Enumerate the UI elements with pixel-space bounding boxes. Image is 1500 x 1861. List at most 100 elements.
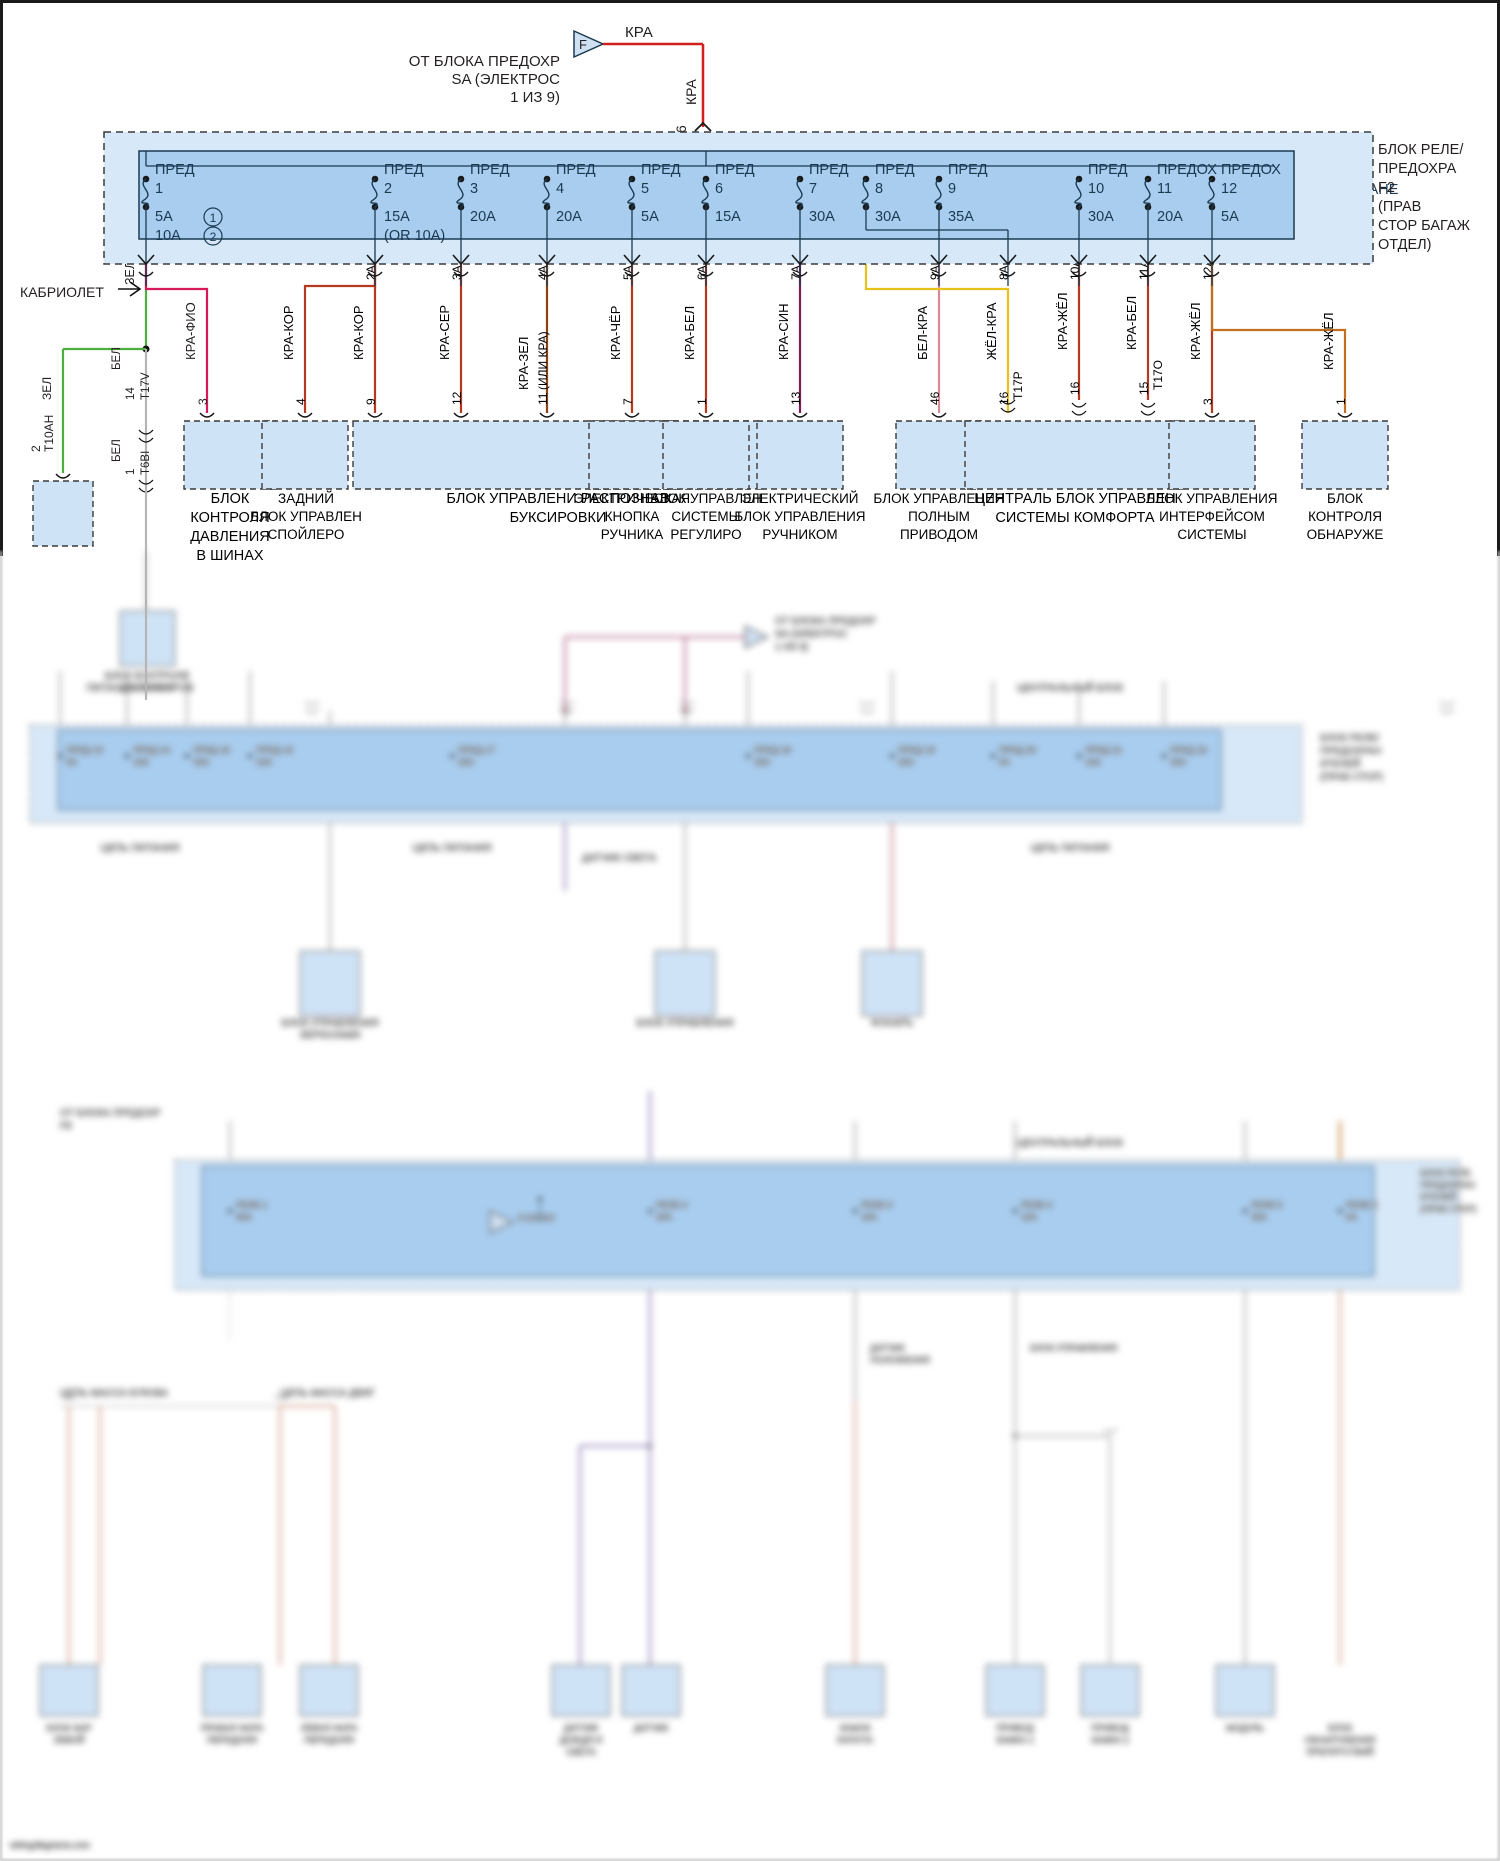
svg-text:КРА: КРА <box>683 78 699 105</box>
svg-text:КРА-БЕЛ: КРА-БЕЛ <box>1124 296 1139 350</box>
svg-text:ПРЕД: ПРЕД <box>715 162 755 178</box>
svg-text:2: 2 <box>210 230 217 244</box>
svg-text:20A: 20A <box>556 209 582 225</box>
svg-text:12: 12 <box>450 391 464 405</box>
svg-text:ЗАДНИЙ: ЗАДНИЙ <box>278 491 334 506</box>
svg-text:5A: 5A <box>1221 209 1239 225</box>
svg-text:15A: 15A <box>384 209 410 225</box>
svg-text:ПОЛНЫМ: ПОЛНЫМ <box>908 509 970 524</box>
svg-text:10A: 10A <box>155 228 181 244</box>
svg-text:ПРИВОДОМ: ПРИВОДОМ <box>900 527 978 542</box>
svg-text:ПРЕД: ПРЕД <box>155 162 195 178</box>
svg-text:15A: 15A <box>715 209 741 225</box>
svg-text:SA (ЭЛЕКТРОС: SA (ЭЛЕКТРОС <box>451 71 560 88</box>
svg-text:КРА-СИН: КРА-СИН <box>776 304 791 361</box>
svg-text:КРА-ЖЁЛ: КРА-ЖЁЛ <box>1055 292 1070 350</box>
svg-text:30A: 30A <box>875 209 901 225</box>
svg-text:БЕЛ-КРА: БЕЛ-КРА <box>915 306 930 360</box>
svg-text:T17O: T17O <box>1151 360 1165 390</box>
svg-text:(ИЛИ КРА): (ИЛИ КРА) <box>536 331 550 390</box>
svg-text:РЕГУЛИРО: РЕГУЛИРО <box>670 527 741 542</box>
svg-text:ПРЕДОХ: ПРЕДОХ <box>1221 162 1281 178</box>
svg-text:4: 4 <box>556 181 564 197</box>
svg-text:БЛОК: БЛОК <box>211 491 250 507</box>
svg-text:(OR 10A): (OR 10A) <box>384 228 445 244</box>
svg-text:14: 14 <box>125 387 137 400</box>
svg-text:СИСТЕМЫ: СИСТЕМЫ <box>1177 527 1246 542</box>
svg-text:ПРЕД: ПРЕД <box>948 162 988 178</box>
svg-text:КРА-БЕЛ: КРА-БЕЛ <box>682 306 697 360</box>
svg-text:T17V: T17V <box>140 372 152 400</box>
svg-text:ПРЕД: ПРЕД <box>384 162 424 178</box>
svg-text:15: 15 <box>1137 381 1151 395</box>
svg-text:КОНТРОЛЯ: КОНТРОЛЯ <box>1308 509 1382 524</box>
svg-text:БЛОК УПРАВЛЕН: БЛОК УПРАВЛЕН <box>250 509 362 524</box>
svg-text:ЭЛЕКТРИЧЕСКИЙ: ЭЛЕКТРИЧЕСКИЙ <box>742 491 859 506</box>
svg-text:КРА-ФИО: КРА-ФИО <box>183 302 198 360</box>
svg-text:БУКСИРОВКИ: БУКСИРОВКИ <box>510 510 607 526</box>
svg-text:КРА-ЧЁР: КРА-ЧЁР <box>608 306 623 360</box>
svg-text:1: 1 <box>210 211 217 225</box>
svg-text:ПРЕДОХРА: ПРЕДОХРА <box>1378 161 1457 177</box>
svg-text:ИНТЕРФЕЙСОМ: ИНТЕРФЕЙСОМ <box>1159 509 1265 524</box>
svg-text:30A: 30A <box>1088 209 1114 225</box>
svg-text:СИСТЕМЫ: СИСТЕМЫ <box>671 509 740 524</box>
svg-text:ОБНАРУЖЕ: ОБНАРУЖЕ <box>1307 527 1384 542</box>
svg-text:5: 5 <box>641 181 649 197</box>
svg-text:КНОПКА: КНОПКА <box>605 509 660 524</box>
svg-text:БЛОК УПРАВЛЕНИЯ: БЛОК УПРАВЛЕНИЯ <box>734 509 865 524</box>
svg-text:8: 8 <box>875 181 883 197</box>
svg-text:9: 9 <box>364 398 378 405</box>
svg-text:35A: 35A <box>948 209 974 225</box>
svg-text:7A: 7A <box>789 265 803 280</box>
svg-text:F2: F2 <box>1378 180 1395 196</box>
svg-text:СИСТЕМЫ КОМФОРТА: СИСТЕМЫ КОМФОРТА <box>995 510 1155 526</box>
svg-text:ЗЕЛ: ЗЕЛ <box>40 377 54 400</box>
svg-text:1: 1 <box>1334 398 1348 405</box>
svg-text:ОТДЕЛ): ОТДЕЛ) <box>1378 237 1432 253</box>
svg-text:ДАВЛЕНИЯ: ДАВЛЕНИЯ <box>190 529 270 545</box>
svg-text:1: 1 <box>695 398 709 405</box>
svg-text:ПРЕД: ПРЕД <box>1088 162 1128 178</box>
svg-text:2A: 2A <box>364 265 378 280</box>
svg-text:3A: 3A <box>450 265 464 280</box>
svg-text:30A: 30A <box>809 209 835 225</box>
svg-text:12: 12 <box>1221 181 1237 197</box>
svg-text:КРА-ЗЕЛ: КРА-ЗЕЛ <box>516 337 531 390</box>
svg-text:20A: 20A <box>470 209 496 225</box>
svg-text:ПРЕД: ПРЕД <box>809 162 849 178</box>
svg-text:ЖЁЛ-КРА: ЖЁЛ-КРА <box>984 302 999 360</box>
svg-text:T6BI: T6BI <box>140 451 152 475</box>
svg-text:КРА-КОР: КРА-КОР <box>351 305 366 360</box>
svg-text:РУЧНИКОМ: РУЧНИКОМ <box>762 527 837 542</box>
svg-text:13: 13 <box>789 391 803 405</box>
svg-text:БЛОК: БЛОК <box>1327 491 1363 506</box>
svg-text:КАБРИОЛЕТ: КАБРИОЛЕТ <box>20 284 104 300</box>
svg-text:СТОР БАГАЖ: СТОР БАГАЖ <box>1378 218 1471 234</box>
svg-text:4: 4 <box>294 398 308 405</box>
svg-text:КРА-ЖЁЛ: КРА-ЖЁЛ <box>1188 302 1203 360</box>
svg-text:ПРЕД: ПРЕД <box>470 162 510 178</box>
svg-text:РУЧНИКА: РУЧНИКА <box>601 527 664 542</box>
svg-text:КРА-КОР: КРА-КОР <box>281 305 296 360</box>
svg-text:T17P: T17P <box>1011 371 1025 400</box>
svg-text:5A: 5A <box>621 265 635 280</box>
svg-text:ПРЕД: ПРЕД <box>641 162 681 178</box>
svg-text:2: 2 <box>384 181 392 197</box>
svg-text:ПРЕД: ПРЕД <box>875 162 915 178</box>
svg-text:9A: 9A <box>928 265 942 280</box>
svg-text:БЛОК УПРАВЛЕНИЯ: БЛОК УПРАВЛЕНИЯ <box>1146 491 1277 506</box>
svg-text:5A: 5A <box>641 209 659 225</box>
svg-text:БЕЛ: БЕЛ <box>111 347 123 370</box>
svg-text:46: 46 <box>928 391 942 405</box>
svg-text:(ПРАВ: (ПРАВ <box>1378 199 1421 215</box>
svg-text:1: 1 <box>125 469 137 475</box>
svg-text:7: 7 <box>809 181 817 197</box>
svg-text:3: 3 <box>1201 398 1215 405</box>
svg-text:T10AH: T10AH <box>42 415 56 452</box>
svg-text:КРА-ЖЁЛ: КРА-ЖЁЛ <box>1321 312 1336 370</box>
svg-text:1 ИЗ 9): 1 ИЗ 9) <box>510 89 560 106</box>
svg-text:ОТ БЛОКА ПРЕДОХР: ОТ БЛОКА ПРЕДОХР <box>409 53 560 70</box>
svg-text:7: 7 <box>621 398 635 405</box>
svg-text:9: 9 <box>948 181 956 197</box>
